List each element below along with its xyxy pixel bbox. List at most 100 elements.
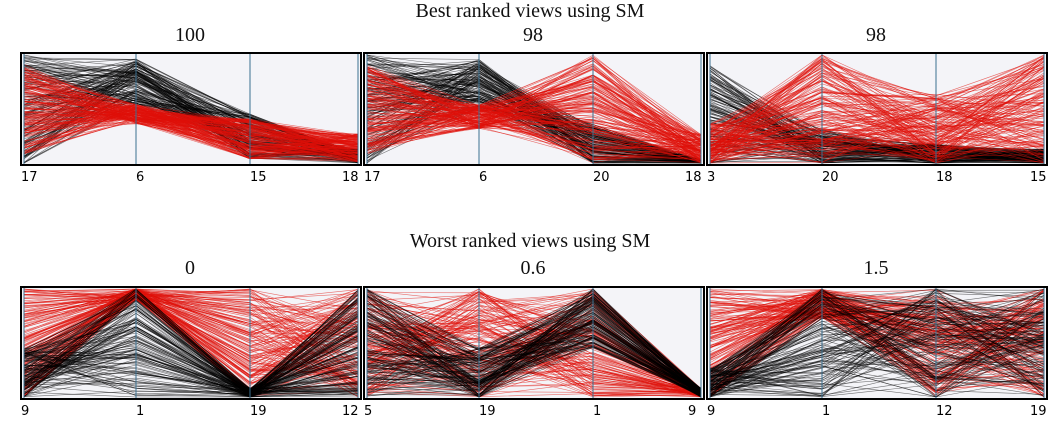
data-line	[23, 364, 359, 393]
data-line	[366, 75, 702, 158]
data-line	[23, 75, 359, 144]
axis-label: 1	[593, 404, 602, 419]
data-line	[23, 315, 359, 398]
data-line	[709, 55, 1045, 133]
data-line	[366, 97, 702, 144]
data-line	[366, 296, 702, 395]
line-bundle	[23, 288, 359, 398]
data-line	[23, 326, 359, 394]
data-line	[366, 342, 702, 397]
data-line	[709, 291, 1045, 379]
data-line	[709, 288, 1045, 397]
data-line	[709, 289, 1045, 380]
data-line	[366, 311, 702, 393]
data-line	[23, 293, 359, 342]
axis-label: 12	[342, 404, 359, 419]
data-line	[23, 109, 359, 145]
data-line	[709, 294, 1045, 396]
axis-label: 17	[364, 170, 381, 185]
data-line	[366, 96, 702, 155]
data-line	[709, 98, 1045, 133]
data-line	[709, 298, 1045, 389]
data-line	[709, 127, 1045, 160]
data-line	[23, 329, 359, 394]
axis-label: 15	[250, 170, 267, 185]
data-line	[366, 315, 702, 391]
data-line	[366, 335, 702, 396]
section-title-worst: Worst ranked views using SM	[409, 230, 651, 252]
data-line	[23, 101, 359, 160]
axis-label: 6	[479, 170, 488, 185]
data-line	[23, 326, 359, 395]
parallel-coordinates-plot	[20, 286, 362, 400]
data-line	[23, 311, 359, 395]
data-line	[366, 305, 702, 396]
data-line	[709, 376, 1045, 388]
data-line	[709, 288, 1045, 374]
line-bundle	[709, 54, 1045, 164]
data-line	[23, 112, 359, 160]
data-line	[366, 111, 702, 152]
data-line	[709, 328, 1045, 385]
parallel-coordinates-plot	[706, 286, 1048, 400]
data-line	[23, 290, 359, 396]
data-line	[23, 294, 359, 390]
data-line	[366, 68, 702, 135]
data-line	[366, 66, 702, 135]
data-line	[23, 112, 359, 154]
axis-label: 1	[822, 404, 831, 419]
data-line	[23, 113, 359, 141]
data-line	[709, 93, 1045, 162]
data-line	[709, 103, 1045, 157]
data-line	[709, 318, 1045, 398]
data-line	[709, 335, 1045, 375]
data-line	[709, 128, 1045, 163]
data-line	[23, 292, 359, 339]
data-line	[366, 315, 702, 391]
data-line	[23, 288, 359, 395]
data-line	[709, 88, 1045, 146]
data-line	[709, 311, 1045, 377]
data-line	[709, 292, 1045, 390]
data-line	[366, 315, 702, 391]
data-line	[366, 291, 702, 389]
data-line	[23, 382, 359, 396]
axis-label: 19	[1030, 404, 1047, 419]
axis-label: 18	[685, 170, 702, 185]
data-line	[366, 342, 702, 392]
line-bundle	[23, 54, 359, 164]
data-line	[366, 312, 702, 398]
data-line	[23, 294, 359, 397]
data-line	[23, 308, 359, 394]
data-line	[709, 109, 1045, 143]
data-line	[709, 76, 1045, 148]
data-line	[366, 60, 702, 145]
data-line	[709, 334, 1045, 385]
data-line	[709, 298, 1045, 395]
data-line	[366, 288, 702, 392]
data-line	[366, 105, 702, 163]
data-line	[366, 295, 702, 392]
data-line	[709, 105, 1045, 144]
data-line	[709, 102, 1045, 154]
data-line	[709, 308, 1045, 390]
data-line	[709, 114, 1045, 160]
data-line	[23, 293, 359, 397]
view-score: 98	[523, 24, 543, 46]
data-line	[23, 91, 359, 138]
data-line	[23, 96, 359, 154]
view-score: 98	[866, 24, 886, 46]
data-line	[23, 66, 359, 154]
data-line	[709, 58, 1045, 134]
data-line	[366, 108, 702, 143]
axis-label: 9	[21, 404, 30, 419]
data-line	[23, 336, 359, 396]
data-line	[366, 80, 702, 142]
data-line	[23, 106, 359, 150]
data-line	[709, 76, 1045, 152]
data-line	[709, 298, 1045, 393]
data-line	[709, 80, 1045, 157]
data-line	[709, 74, 1045, 156]
data-line	[23, 327, 359, 398]
data-line	[709, 99, 1045, 156]
